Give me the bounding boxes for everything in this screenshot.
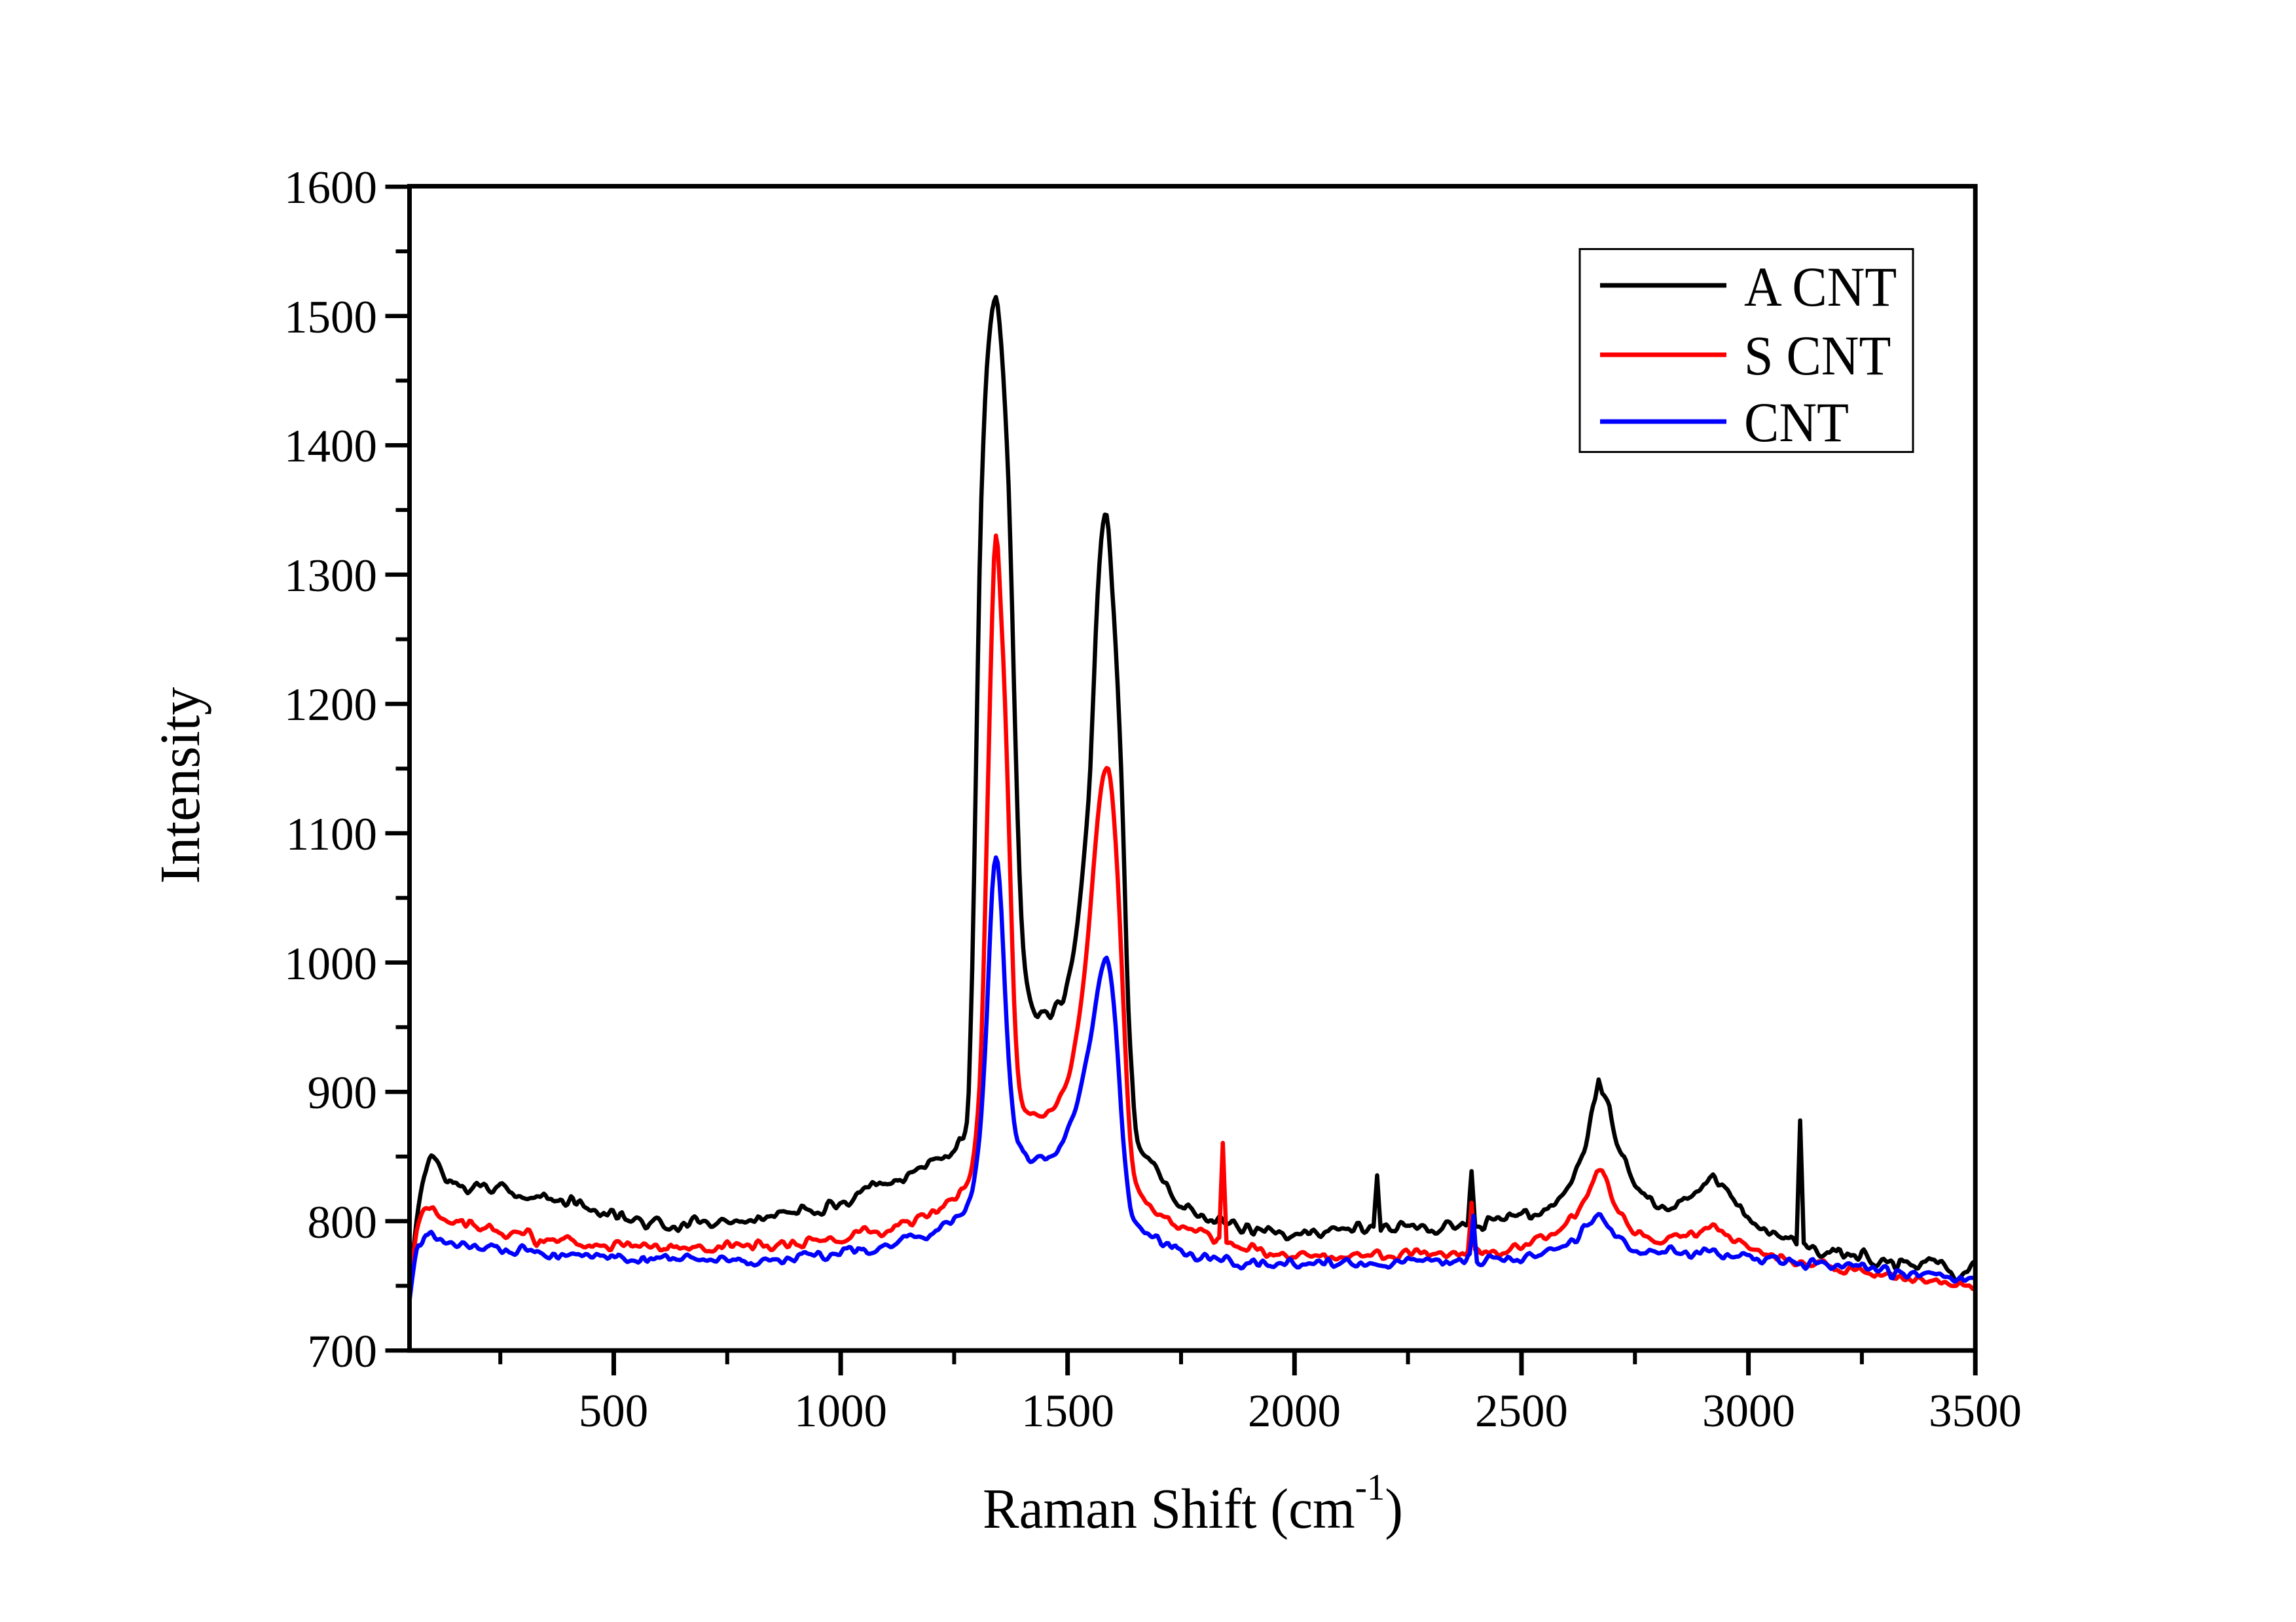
svg-text:700: 700: [308, 1326, 378, 1377]
svg-text:1000: 1000: [794, 1386, 887, 1437]
svg-text:1300: 1300: [284, 550, 377, 602]
svg-text:Raman Shift (cm-1): Raman Shift (cm-1): [983, 1467, 1403, 1540]
svg-text:500: 500: [579, 1386, 649, 1437]
svg-text:1500: 1500: [1021, 1386, 1114, 1437]
svg-text:1600: 1600: [284, 162, 377, 213]
svg-text:Intensity: Intensity: [149, 687, 212, 884]
svg-text:1500: 1500: [284, 292, 377, 343]
svg-text:1400: 1400: [284, 421, 377, 472]
svg-text:3000: 3000: [1702, 1386, 1795, 1437]
svg-text:2000: 2000: [1248, 1386, 1341, 1437]
svg-text:1000: 1000: [284, 939, 377, 990]
svg-text:1100: 1100: [286, 809, 377, 860]
svg-text:CNT: CNT: [1744, 391, 1849, 453]
svg-text:900: 900: [308, 1068, 378, 1119]
svg-text:1200: 1200: [284, 679, 377, 730]
svg-text:3500: 3500: [1929, 1386, 2022, 1437]
svg-text:800: 800: [308, 1197, 378, 1248]
svg-text:2500: 2500: [1475, 1386, 1568, 1437]
svg-text:S CNT: S CNT: [1744, 324, 1891, 386]
svg-text:A CNT: A CNT: [1744, 255, 1897, 317]
